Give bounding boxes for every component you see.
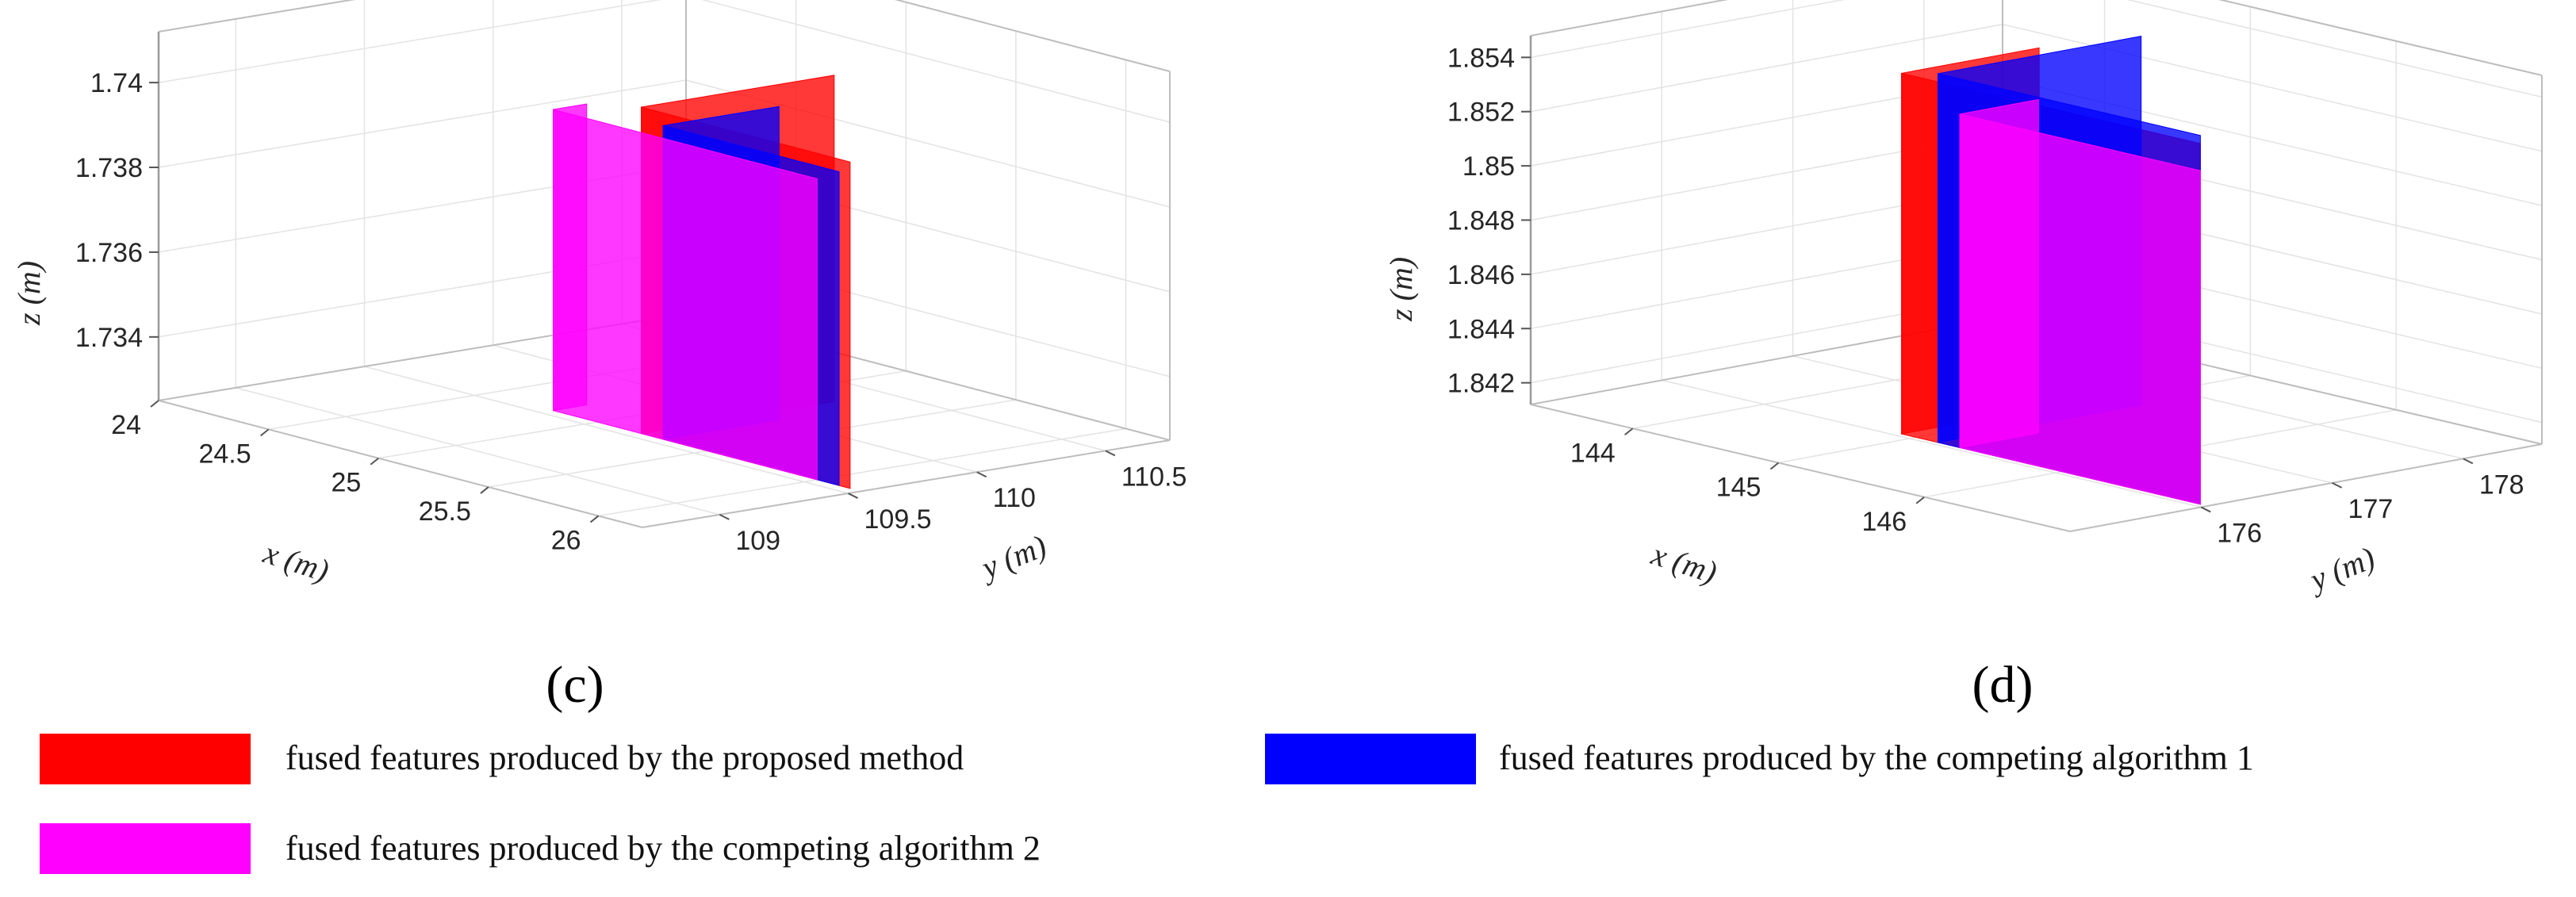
- x-tick: [480, 486, 489, 494]
- axis-box-edge: [1530, 0, 1728, 36]
- z-tick-label: 1.734: [75, 323, 143, 353]
- x-tick-label: 24.5: [198, 439, 251, 469]
- x-tick: [150, 400, 159, 408]
- feature-plane-x: [553, 103, 588, 412]
- panel-c-z-axis-title: z (m): [11, 261, 47, 326]
- panel-c-x-axis-title: x (m): [259, 534, 333, 588]
- panel-d: 144 145 146 176 177 178 1.842 1.844 1.846 1.848 1.…: [1383, 0, 2543, 714]
- y-tick-label: 109: [735, 526, 780, 556]
- x-tick-label: 25: [331, 468, 361, 498]
- legend: fused features produced by the proposed …: [40, 734, 2254, 874]
- legend-swatch-competing-1: [1265, 734, 1476, 784]
- axis-box-edge: [158, 0, 355, 33]
- panel-c-y-axis-title: y (m): [974, 527, 1052, 586]
- panel-d-label: (d): [1972, 656, 2034, 714]
- y-tick: [848, 493, 858, 499]
- y-tick: [976, 471, 987, 478]
- axis-box-edge: [642, 439, 1171, 528]
- z-tick-label: 1.844: [1447, 314, 1515, 344]
- z-tick-label: 1.852: [1447, 98, 1515, 128]
- legend-swatch-proposed: [40, 734, 251, 784]
- panel-c-label: (c): [546, 656, 604, 714]
- x-tick: [370, 457, 379, 466]
- y-tick: [2463, 458, 2474, 465]
- z-tick-label: 1.736: [75, 238, 143, 268]
- x-tick: [1915, 496, 1925, 504]
- z-tick-label: 1.842: [1447, 369, 1515, 399]
- y-tick: [2332, 481, 2343, 489]
- x-tick-label: 144: [1570, 438, 1616, 468]
- axis-box-edge: [894, 0, 1171, 72]
- y-tick-label: 177: [2348, 494, 2394, 524]
- z-gridline: [158, 0, 1171, 123]
- y-tick-label: 110: [993, 483, 1036, 513]
- panel-c-ticks: 24 24.5 25 25.5 26 109 109.5 110 110.5 1.734 1.736…: [75, 68, 1187, 556]
- legend-label-competing-2: fused features produced by the competing…: [286, 829, 1041, 868]
- x-tick-label: 24: [111, 410, 141, 440]
- z-gridline: [1530, 0, 2543, 98]
- y-tick: [719, 514, 730, 520]
- z-tick-label: 1.738: [75, 153, 143, 183]
- x-tick-label: 145: [1716, 473, 1761, 503]
- z-tick-label: 1.846: [1447, 260, 1515, 290]
- panel-d-planes: [1901, 35, 2201, 505]
- y-tick-label: 110.5: [1121, 462, 1187, 492]
- x-tick-label: 25.5: [419, 496, 471, 527]
- y-tick: [2200, 506, 2211, 513]
- y-tick-label: 178: [2479, 470, 2524, 500]
- x-tick: [1624, 427, 1634, 436]
- axis-box-edge: [2218, 0, 2543, 76]
- panel-c: 24 24.5 25 25.5 26 109 109.5 110 110.5 1.734 1.736…: [11, 0, 1186, 714]
- axis-box-edge: [158, 400, 643, 528]
- axis-box-edge: [1530, 404, 2071, 532]
- y-tick-label: 109.5: [864, 504, 932, 535]
- z-tick-label: 1.848: [1447, 206, 1515, 236]
- y-tick: [1105, 450, 1116, 457]
- legend-label-proposed: fused features produced by the proposed …: [286, 738, 964, 777]
- panel-c-planes: [553, 75, 851, 489]
- z-tick-label: 1.74: [90, 68, 143, 98]
- x-tick: [589, 515, 600, 523]
- x-tick: [1769, 462, 1780, 470]
- x-tick: [260, 428, 270, 437]
- panel-d-ticks: 144 145 146 176 177 178 1.842 1.844 1.846 1.848 1.…: [1447, 43, 2524, 548]
- legend-swatch-competing-2: [40, 823, 251, 874]
- panel-d-y-axis-title: y (m): [2302, 539, 2380, 598]
- z-tick-label: 1.854: [1447, 43, 1515, 73]
- z-tick-label: 1.85: [1462, 151, 1515, 182]
- panel-d-x-axis-title: x (m): [1646, 535, 1721, 590]
- feature-plane-x: [1959, 98, 2039, 449]
- legend-label-competing-1: fused features produced by the competing…: [1499, 738, 2254, 777]
- x-tick-label: 26: [551, 525, 581, 555]
- x-tick-label: 146: [1861, 507, 1907, 537]
- panel-d-z-axis-title: z (m): [1383, 257, 1419, 322]
- y-tick-label: 176: [2217, 518, 2262, 548]
